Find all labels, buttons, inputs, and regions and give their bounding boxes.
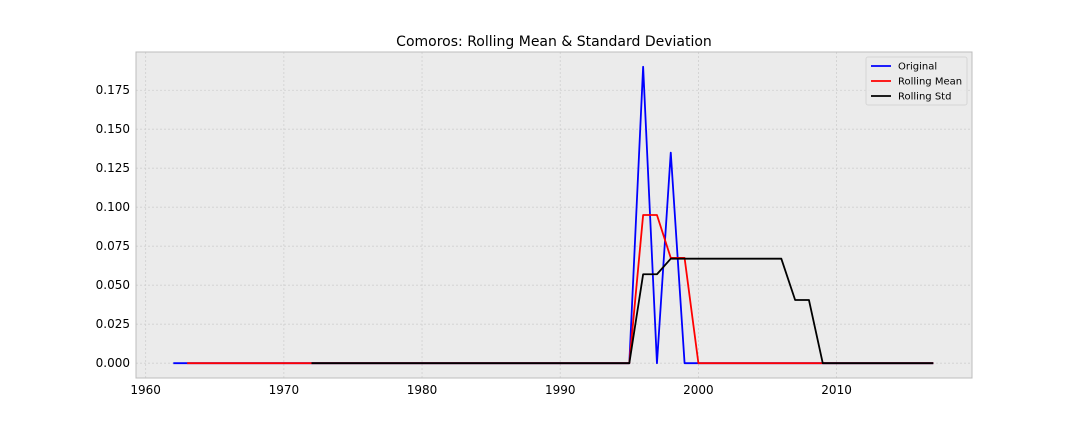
x-axis: 1960 1970 1980 1990 2000 2010 [130, 383, 851, 397]
y-tick-label: 0.075 [96, 239, 130, 253]
grid [136, 52, 972, 378]
x-tick-label: 1960 [130, 383, 161, 397]
y-tick-label: 0.150 [96, 122, 130, 136]
series-line-rolling-std [311, 257, 934, 365]
x-tick-label: 1980 [407, 383, 438, 397]
x-tick-label: 1970 [269, 383, 300, 397]
legend-label: Rolling Mean [898, 77, 962, 88]
legend: Original Rolling Mean Rolling Std [865, 56, 968, 106]
plot-area [136, 52, 972, 378]
plot-frame [135, 51, 973, 379]
y-tick-label: 0.050 [96, 278, 130, 292]
x-tick-label: 2000 [683, 383, 714, 397]
series-group [173, 65, 934, 365]
y-tick-label: 0.125 [96, 161, 130, 175]
x-tick-label: 1990 [545, 383, 576, 397]
y-axis: 0.000 0.025 0.050 0.075 0.100 0.125 0.150 0.175 [96, 83, 130, 370]
legend-box [865, 56, 968, 106]
x-tick-label: 2010 [821, 383, 852, 397]
series-line-rolling-mean [187, 214, 934, 365]
legend-label: Original [898, 62, 937, 73]
y-tick-label: 0.175 [96, 83, 130, 97]
legend-label: Rolling Std [898, 92, 951, 103]
y-tick-label: 0.025 [96, 317, 130, 331]
chart-title: Comoros: Rolling Mean & Standard Deviati… [396, 34, 712, 50]
y-tick-label: 0.000 [96, 356, 130, 370]
y-tick-label: 0.100 [96, 200, 130, 214]
